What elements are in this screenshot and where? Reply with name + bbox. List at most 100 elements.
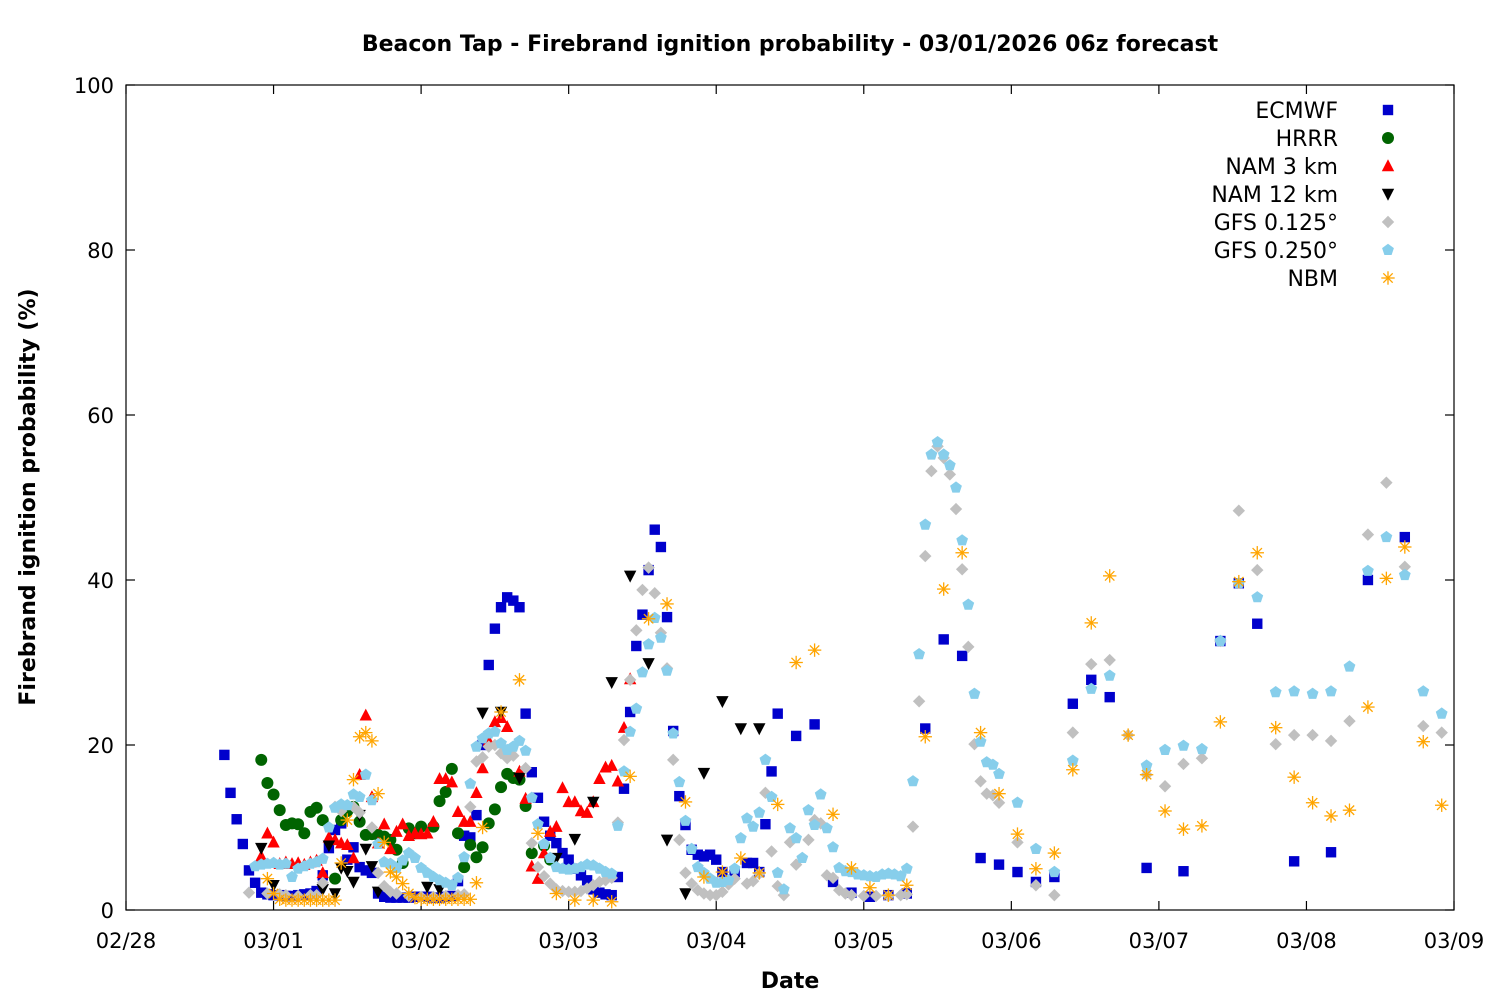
data-point [907, 775, 919, 787]
data-point [489, 623, 501, 634]
data-point [354, 861, 365, 873]
data-point [636, 583, 649, 597]
data-point [525, 836, 538, 850]
data-point [531, 860, 545, 874]
data-point [538, 837, 550, 849]
legend-item: ECMWF [1255, 99, 1394, 124]
data-point [692, 849, 703, 860]
x-tick-label: 03/01 [243, 929, 304, 953]
data-point [641, 612, 656, 626]
data-point [427, 815, 440, 827]
data-point [1067, 698, 1079, 709]
data-point [532, 818, 544, 830]
data-point [919, 518, 932, 530]
data-point [395, 876, 410, 891]
data-point [1029, 862, 1043, 876]
data-point [1399, 531, 1411, 543]
data-point [267, 788, 280, 801]
data-point [1030, 842, 1042, 854]
data-point [255, 753, 268, 766]
data-point [655, 541, 667, 553]
legend-marker [1381, 271, 1395, 285]
data-point [1325, 685, 1337, 697]
data-point [421, 826, 434, 839]
data-point [624, 706, 636, 718]
data-point [986, 789, 1000, 802]
data-point [741, 857, 753, 869]
data-point [256, 887, 267, 898]
data-point [593, 875, 606, 889]
data-point [771, 866, 784, 878]
data-point [452, 871, 464, 883]
data-point [771, 797, 785, 812]
data-point [993, 767, 1005, 779]
x-tick-label: 03/02 [391, 929, 452, 953]
data-point [243, 865, 255, 876]
data-point [734, 723, 748, 736]
data-point [255, 849, 268, 862]
data-point [464, 815, 477, 827]
data-point [1343, 714, 1356, 728]
data-point [1362, 574, 1374, 586]
data-point [673, 833, 686, 847]
data-point [1103, 653, 1116, 667]
data-point [365, 821, 379, 834]
data-point [594, 887, 605, 898]
data-point [857, 889, 870, 903]
data-point [636, 666, 649, 678]
data-point [734, 832, 747, 844]
data-point [642, 638, 655, 650]
data-point [433, 795, 446, 808]
data-point [1213, 715, 1228, 729]
data-point [648, 587, 661, 600]
data-point [1139, 768, 1154, 782]
data-point [949, 502, 963, 516]
data-point [488, 715, 502, 728]
data-point [1306, 728, 1319, 742]
legend-marker [1382, 243, 1394, 255]
data-point [378, 879, 391, 893]
data-point [660, 597, 674, 611]
data-point [580, 805, 594, 818]
data-point [458, 830, 470, 841]
data-point [1178, 866, 1189, 877]
data-point [1158, 804, 1172, 818]
x-tick-label: 03/05 [834, 929, 895, 953]
data-point [1066, 726, 1080, 739]
data-point [1288, 856, 1300, 867]
data-point [1195, 752, 1209, 765]
data-point [968, 687, 981, 699]
data-point [630, 624, 643, 637]
data-point [728, 872, 741, 885]
y-tick-label: 20 [87, 734, 114, 758]
data-point [371, 886, 385, 899]
y-axis: 0 20 40 60 80 100 [74, 74, 1454, 923]
data-point [605, 895, 619, 909]
data-point [955, 546, 969, 560]
data-point [1085, 682, 1098, 694]
data-point [1103, 669, 1116, 681]
data-point [267, 880, 280, 892]
data-point [1435, 707, 1448, 719]
data-point [1176, 822, 1191, 836]
data-point [292, 818, 305, 831]
data-point [525, 791, 538, 803]
data-point [655, 631, 667, 643]
data-point [323, 821, 335, 833]
data-point [494, 705, 508, 719]
data-point [544, 877, 557, 890]
data-point [649, 524, 660, 535]
plot-frame [125, 84, 1455, 911]
legend-item: GFS 0.250° [1214, 239, 1394, 264]
data-point [1085, 657, 1098, 671]
data-point [1380, 476, 1393, 489]
data-point [353, 806, 366, 819]
data-point [310, 801, 323, 814]
data-point [691, 884, 704, 897]
data-point [716, 696, 729, 708]
data-point [685, 877, 698, 890]
data-point [679, 888, 692, 901]
data-point [532, 792, 544, 803]
data-point [894, 888, 907, 902]
data-point [266, 886, 281, 901]
